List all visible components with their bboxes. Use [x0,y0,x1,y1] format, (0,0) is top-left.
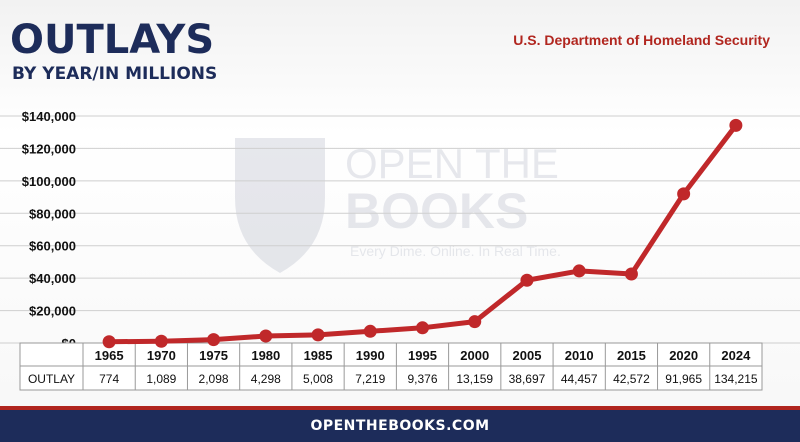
y-tick-label: $100,000 [22,174,76,189]
y-axis-ticks: $0$20,000$40,000$60,000$80,000$100,000$1… [22,109,76,351]
x-tick-label: 1970 [147,348,176,363]
x-tick-label: 1990 [356,348,385,363]
x-tick-label: 2015 [617,348,646,363]
table-value: 13,159 [456,372,493,386]
data-point [154,334,168,348]
table-value: 44,457 [561,372,598,386]
footer-band [0,410,800,442]
series-line-path [106,122,739,345]
agency-name: U.S. Department of Homeland Security [513,32,770,48]
table-row-label: OUTLAY [28,372,75,386]
x-tick-label: 2005 [513,348,542,363]
table-value: 774 [99,372,119,386]
y-tick-label: $40,000 [29,271,76,286]
footer-red-stripe [0,406,800,410]
data-point [311,328,325,342]
series-line [102,118,743,349]
x-tick-label: 2020 [669,348,698,363]
x-tick-label: 1965 [95,348,124,363]
x-tick-label: 2000 [460,348,489,363]
y-tick-label: $140,000 [22,109,76,124]
x-tick-label: 1995 [408,348,437,363]
chart-subtitle: BY YEAR/IN MILLIONS [12,64,218,84]
table-value: 9,376 [407,372,437,386]
table-value: 2,098 [199,372,229,386]
table-value: 5,008 [303,372,333,386]
y-tick-label: $120,000 [22,141,76,156]
data-point [572,264,586,278]
data-point [468,315,482,329]
table-value: 4,298 [251,372,281,386]
chart-title: OUTLAYS [10,17,215,63]
data-point [677,187,691,201]
table-value: 42,572 [613,372,650,386]
data-point [259,329,273,343]
x-tick-label: 1980 [251,348,280,363]
data-point [207,333,221,347]
y-tick-label: $60,000 [29,239,76,254]
table-value: 38,697 [509,372,546,386]
data-point [363,324,377,338]
x-tick-label: 2010 [565,348,594,363]
data-point [729,118,743,132]
table-value: 7,219 [355,372,385,386]
x-tick-label: 1975 [199,348,228,363]
grid-lines [0,115,800,344]
table-value: 1,089 [146,372,176,386]
data-point [624,267,638,281]
data-point [102,335,116,349]
x-tick-label: 1985 [304,348,333,363]
data-point [416,321,429,335]
y-tick-label: $80,000 [29,206,76,221]
table-value: 134,215 [714,372,758,386]
footer-site: OPENTHEBOOKS.COM [310,418,490,434]
table-value: 91,965 [665,372,702,386]
x-tick-label: 2024 [721,348,751,363]
data-table: OUTLAY 1965 774 1970 1,089 1975 2,098 1980 4,298… [19,342,763,391]
data-point [520,273,534,287]
y-tick-label: $20,000 [29,304,76,319]
